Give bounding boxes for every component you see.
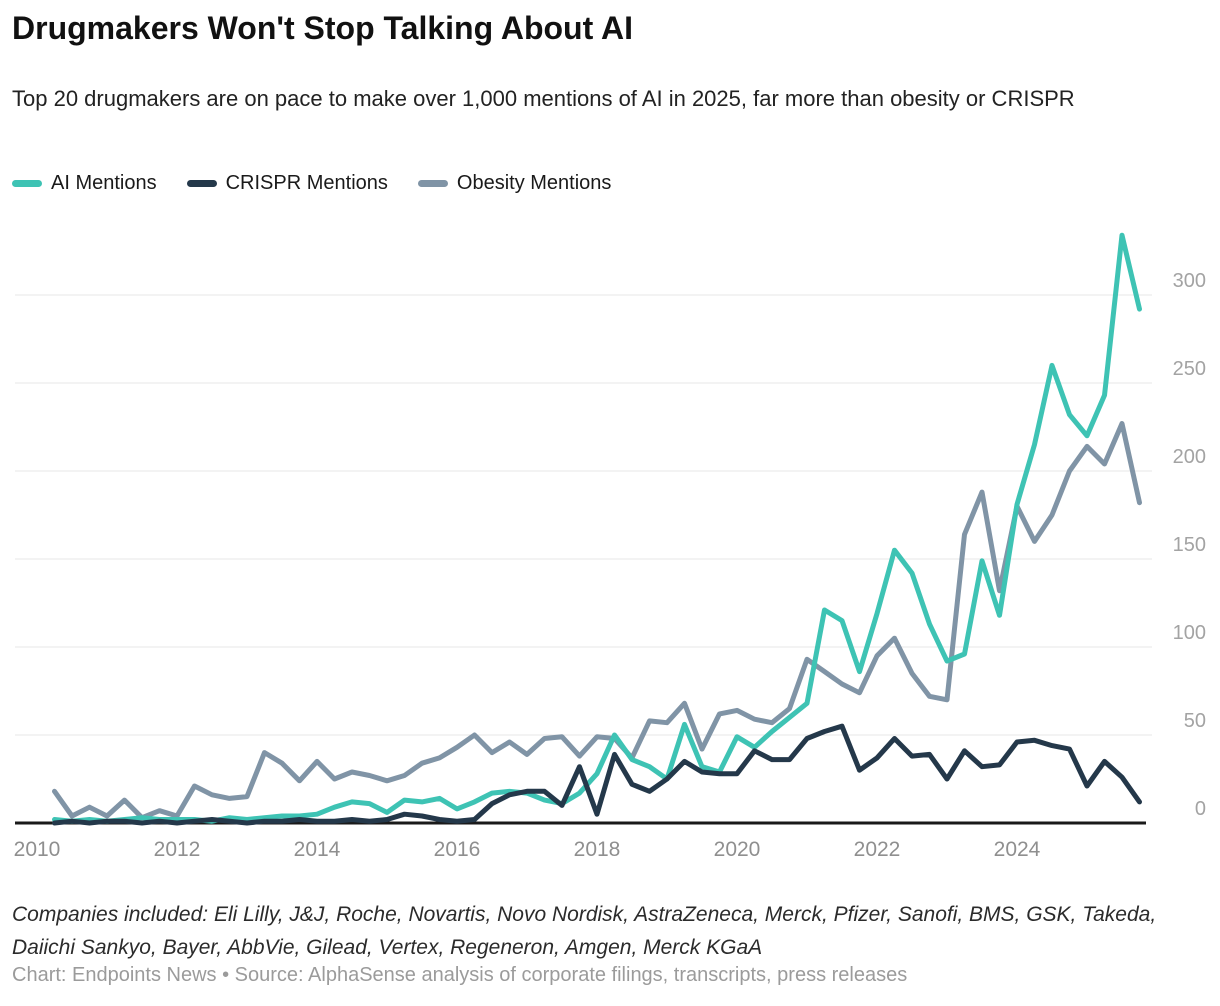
legend-label-obesity: Obesity Mentions [456, 172, 612, 194]
companies-note: Companies included: Eli Lilly, J&J, Roch… [12, 903, 1157, 959]
legend-swatch-obesity [417, 180, 448, 187]
legend-label-crispr: CRISPR Mentions [225, 172, 388, 194]
y-axis-label: 200 [1173, 446, 1206, 468]
legend-item-crispr: CRISPR Mentions [186, 172, 388, 195]
x-axis-label: 2024 [994, 838, 1041, 861]
y-axis-label: 50 [1184, 710, 1206, 732]
legend-item-obesity: Obesity Mentions [417, 172, 612, 195]
legend-swatch-ai [12, 180, 42, 187]
x-axis-label: 2010 [14, 838, 61, 861]
chart-legend: AI Mentions CRISPR Mentions Obesity Ment… [12, 172, 611, 195]
y-axis-label: 0 [1195, 798, 1206, 820]
page-title: Drugmakers Won't Stop Talking About AI [12, 10, 633, 46]
x-axis-label: 2018 [574, 838, 621, 861]
series-line-ai-mentions [52, 232, 1142, 824]
y-axis-label: 100 [1173, 622, 1206, 644]
source-credit: Chart: Endpoints News • Source: AlphaSen… [12, 964, 908, 986]
series-line-crispr-mentions [52, 723, 1142, 826]
y-axis-label: 250 [1173, 358, 1206, 380]
x-axis-label: 2022 [854, 838, 901, 861]
x-axis-label: 2012 [154, 838, 201, 861]
y-axis-label: 300 [1173, 270, 1206, 292]
chart-subtitle: Top 20 drugmakers are on pace to make ov… [12, 86, 1075, 111]
legend-item-ai: AI Mentions [12, 172, 157, 195]
x-axis-label: 2016 [434, 838, 481, 861]
x-axis-label: 2020 [714, 838, 761, 861]
legend-label-ai: AI Mentions [51, 172, 157, 194]
y-axis-label: 150 [1173, 534, 1206, 556]
legend-swatch-crispr [186, 180, 217, 187]
x-axis-label: 2014 [294, 838, 341, 861]
series-line-obesity-mentions [52, 421, 1142, 821]
